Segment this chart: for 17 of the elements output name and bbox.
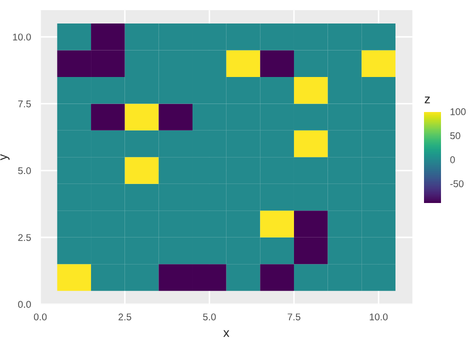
y-tick-label: 10.0 (13, 34, 31, 40)
color-bar-label: -50 (450, 180, 464, 188)
y-tick-label: 0.0 (18, 300, 31, 308)
color-bar-label: 50 (450, 132, 460, 140)
x-tick-label: 5.0 (203, 313, 216, 320)
x-axis-title: x (223, 330, 230, 337)
x-tick-label: 10.0 (370, 313, 388, 320)
x-tick-label: 7.5 (288, 314, 300, 320)
y-axis-title: y (0, 154, 10, 160)
x-tick-label: 2.5 (118, 313, 132, 320)
x-tick-label: 0.0 (34, 313, 47, 320)
y-tick-label: 5.0 (18, 167, 31, 174)
color-bar-title: z (424, 96, 430, 104)
color-bar-label: 0 (450, 156, 455, 164)
y-tick-label: 2.5 (18, 234, 31, 241)
y-tick-label: 7.5 (18, 100, 31, 108)
color-bar-label: 100 (450, 108, 466, 116)
